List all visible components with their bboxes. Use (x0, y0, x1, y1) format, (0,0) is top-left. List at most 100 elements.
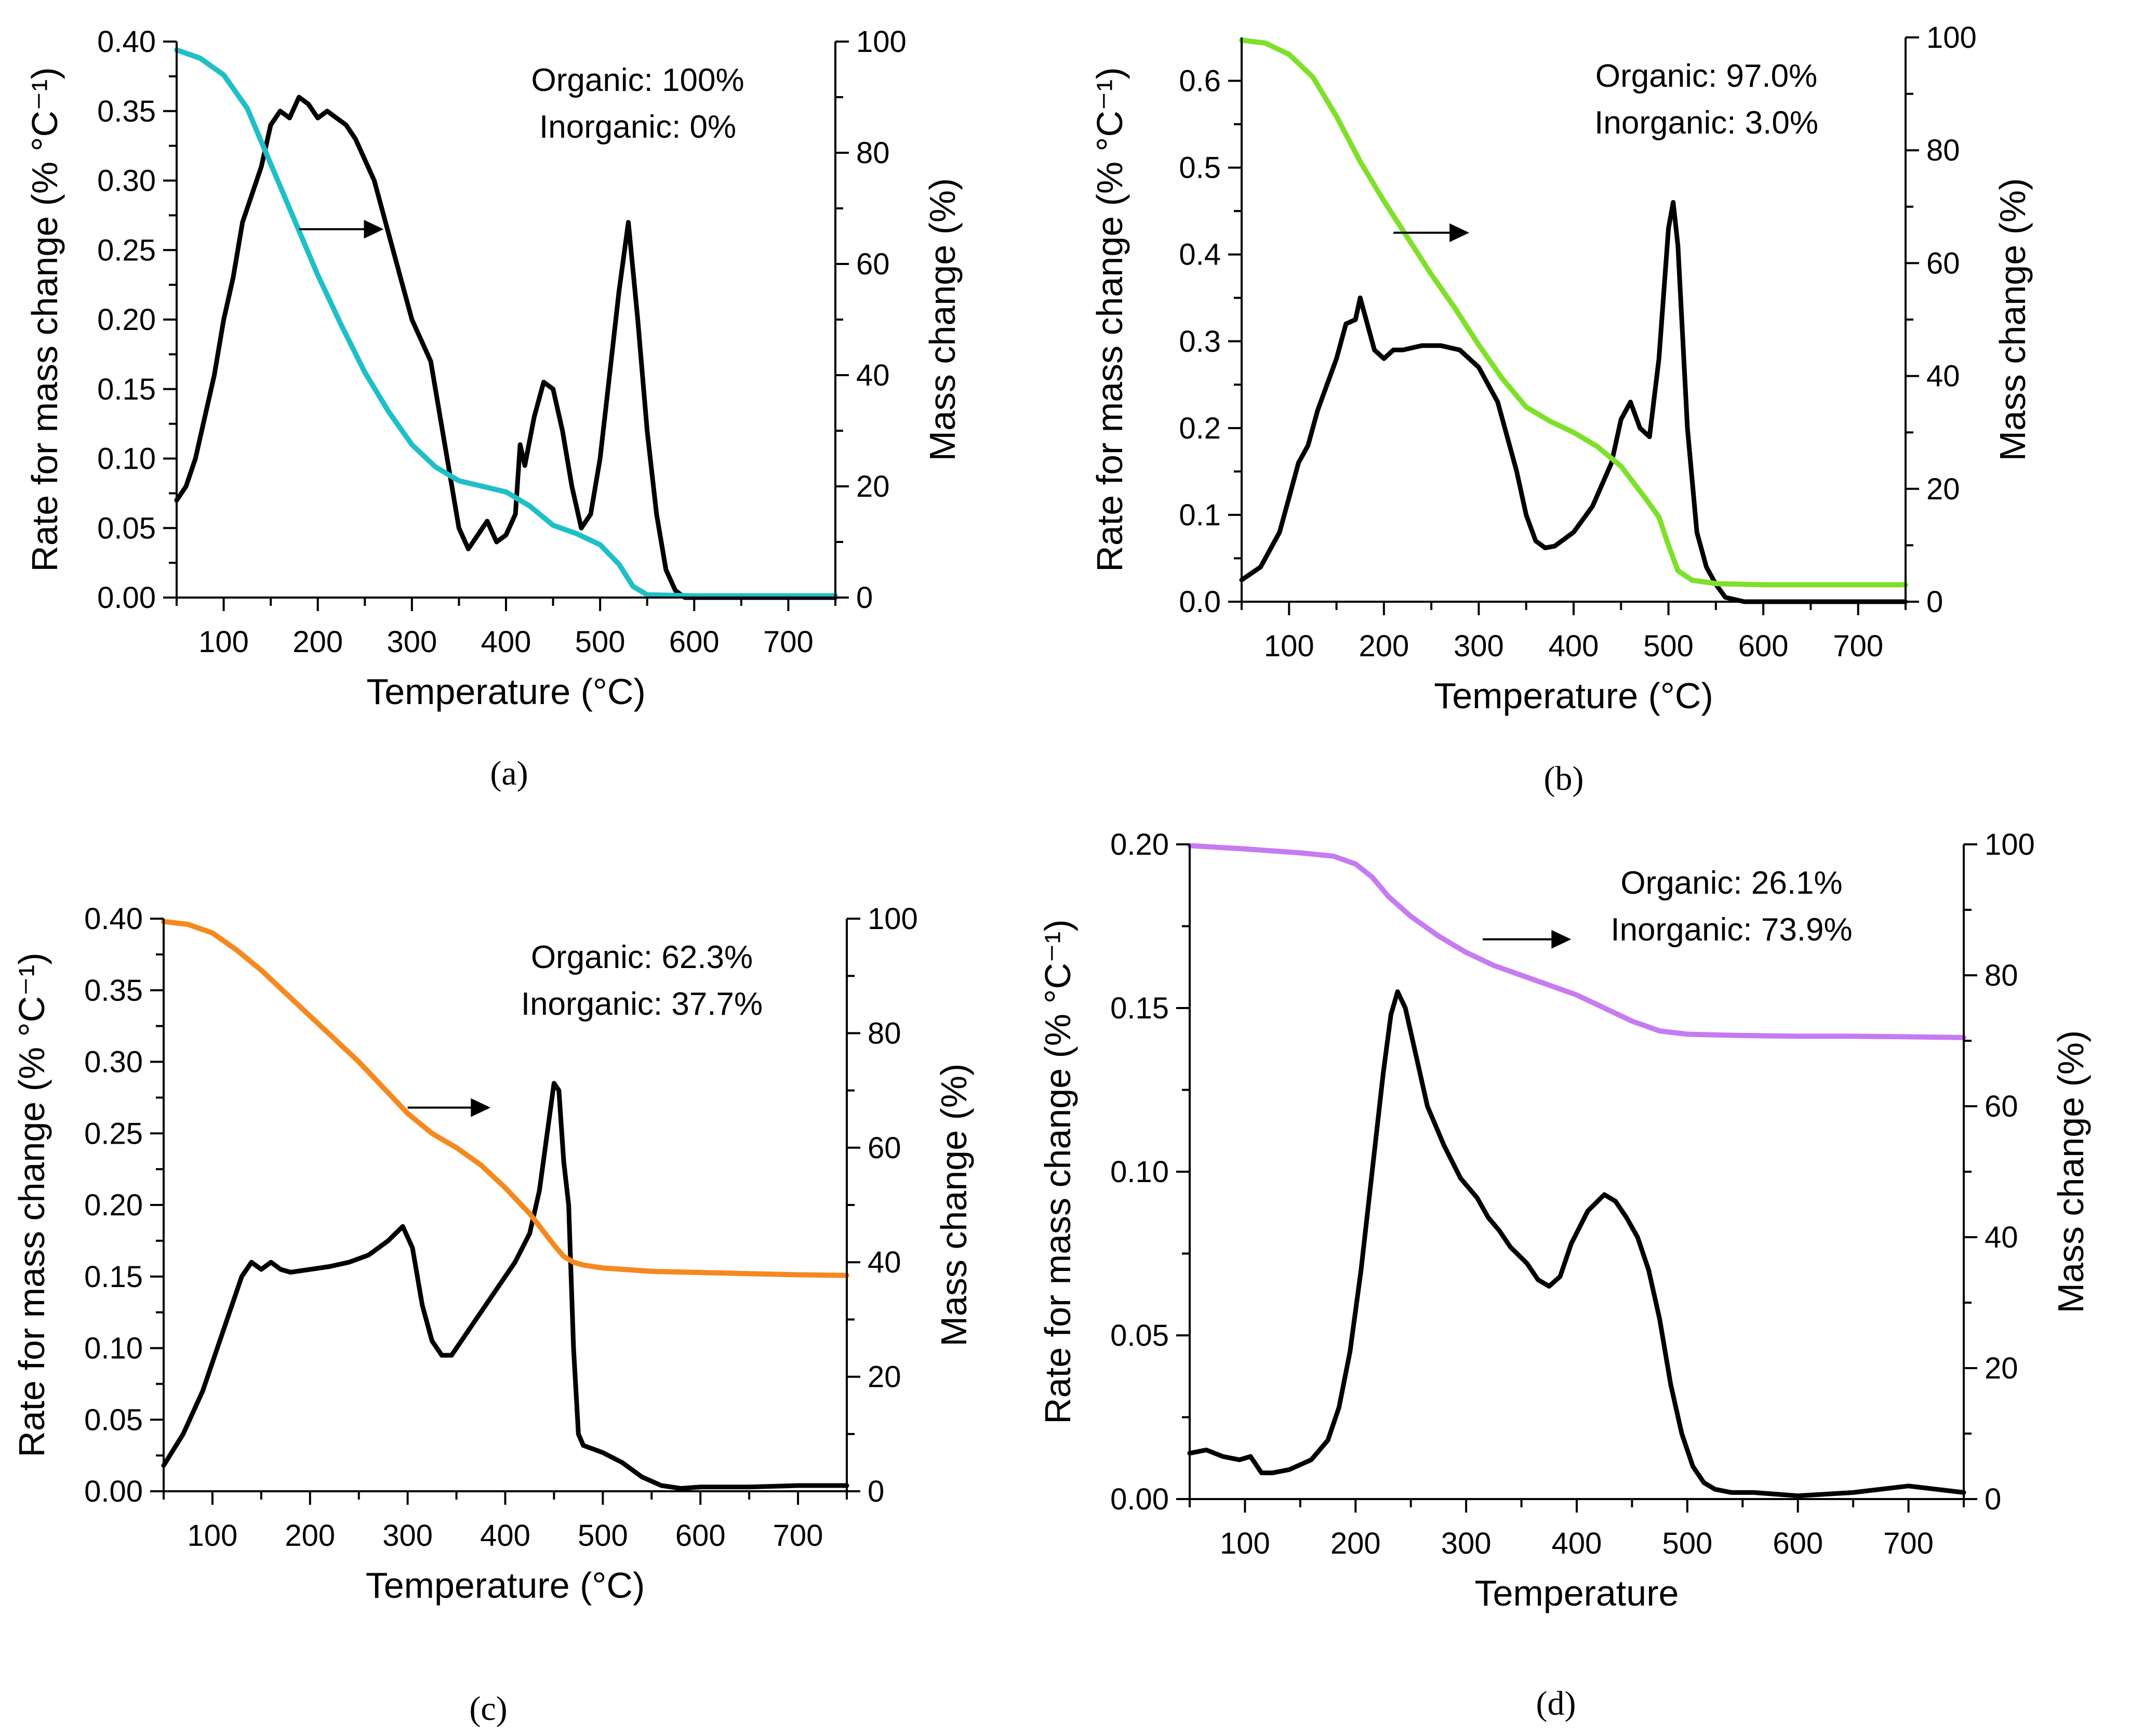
y-tick-label: 0.40 (97, 25, 156, 59)
y-tick-label: 0.4 (1179, 238, 1221, 272)
x-tick-label: 400 (1552, 1527, 1602, 1560)
x-axis-title: Temperature (1475, 1573, 1679, 1613)
chart-panel-c: 100 200 300 400 500 600 7000.000.050.100.150.2… (11, 902, 974, 1728)
y2-tick-label: 40 (868, 1245, 901, 1279)
mass-change-line (174, 47, 838, 599)
organic-annotation: Organic: 100% (531, 62, 744, 98)
y-tick-label: 0.5 (1179, 151, 1221, 185)
y-tick-label: 0.00 (97, 581, 156, 615)
y2-axis-title: Mass change (%) (2051, 1030, 2091, 1314)
chart-panel-b: 100 200 300 400 500 600 7000.00.10.20.30.40.50… (1089, 21, 2033, 798)
y2-tick-label: 40 (1985, 1221, 2018, 1254)
y-tick-label: 0.20 (97, 303, 156, 337)
x-tick-label: 200 (1359, 629, 1409, 663)
x-tick-label: 400 (1549, 629, 1599, 663)
y2-tick-label: 100 (856, 25, 907, 59)
x-tick-label: 700 (1883, 1527, 1934, 1560)
axis-arrow-head-icon (364, 220, 384, 239)
y-tick-label: 0.10 (1110, 1155, 1169, 1189)
y2-tick-label: 100 (1926, 21, 1977, 55)
y-tick-label: 0.05 (1110, 1319, 1169, 1353)
x-tick-label: 500 (578, 1519, 628, 1553)
y2-tick-label: 60 (868, 1131, 901, 1165)
y-tick-label: 0.00 (84, 1475, 143, 1508)
y2-tick-label: 40 (1926, 360, 1960, 393)
y2-tick-label: 80 (1985, 959, 2018, 992)
y2-tick-label: 20 (868, 1360, 901, 1394)
y2-tick-label: 60 (856, 247, 890, 281)
inorganic-annotation: Inorganic: 37.7% (521, 986, 763, 1022)
y-tick-label: 0.2 (1179, 412, 1221, 445)
x-axis-title: Temperature (°C) (366, 671, 646, 712)
chart-panel-a: 100 200 300 400 500 600 7000.000.050.100.150.2… (24, 25, 963, 792)
y-tick-label: 0.30 (84, 1045, 143, 1079)
x-tick-label: 200 (285, 1519, 335, 1553)
mass-change-line (1187, 843, 1966, 1040)
y2-tick-label: 0 (1985, 1482, 2001, 1516)
y-axis-title: Rate for mass change (% °C⁻¹) (1089, 67, 1130, 572)
y-tick-label: 0.0 (1179, 585, 1221, 619)
y-tick-label: 0.6 (1179, 64, 1221, 98)
y2-tick-label: 80 (856, 136, 890, 170)
y-tick-label: 0.1 (1179, 498, 1221, 532)
y-axis-title: Rate for mass change (% °C⁻¹) (24, 67, 65, 572)
x-tick-label: 700 (773, 1519, 823, 1553)
y2-tick-label: 0 (1926, 585, 1943, 619)
y2-tick-label: 100 (868, 902, 918, 936)
x-tick-label: 500 (575, 625, 625, 659)
y-tick-label: 0.05 (97, 511, 156, 545)
y-tick-label: 0.05 (84, 1403, 143, 1437)
x-tick-label: 400 (481, 625, 531, 659)
y-tick-label: 0.25 (97, 233, 156, 267)
axis-arrow-head-icon (1551, 930, 1572, 949)
y-tick-label: 0.25 (84, 1117, 143, 1150)
x-tick-label: 200 (1330, 1527, 1381, 1560)
x-tick-label: 400 (480, 1519, 530, 1553)
y-tick-label: 0.35 (84, 974, 143, 1008)
x-tick-label: 500 (1662, 1527, 1712, 1560)
x-tick-label: 100 (188, 1519, 238, 1553)
inorganic-annotation: Inorganic: 73.9% (1610, 912, 1852, 948)
y2-tick-label: 60 (1985, 1090, 2018, 1123)
rate-line (1239, 200, 1908, 604)
y-axis-title: Rate for mass change (% °C⁻¹) (1037, 919, 1078, 1424)
y2-axis-title: Mass change (%) (1992, 178, 2033, 461)
inorganic-annotation: Inorganic: 0% (539, 109, 736, 145)
x-tick-label: 700 (763, 625, 814, 659)
x-tick-label: 300 (382, 1519, 433, 1553)
y2-tick-label: 100 (1985, 828, 2035, 862)
mass-change-line (1239, 37, 1908, 588)
y-tick-label: 0.10 (84, 1332, 143, 1366)
y-tick-label: 0.3 (1179, 325, 1221, 359)
panel-label: (c) (469, 1690, 507, 1728)
y-tick-label: 0.15 (97, 373, 156, 406)
x-tick-label: 600 (675, 1519, 726, 1553)
y-tick-label: 0.20 (84, 1188, 143, 1222)
y-tick-label: 0.20 (1110, 828, 1169, 862)
panel-label: (d) (1536, 1685, 1576, 1722)
x-tick-label: 600 (1773, 1527, 1823, 1560)
y-tick-label: 0.35 (97, 95, 156, 128)
y2-tick-label: 0 (868, 1475, 884, 1508)
x-tick-label: 600 (1738, 629, 1789, 663)
panel-label: (b) (1544, 760, 1584, 798)
x-tick-label: 600 (669, 625, 720, 659)
y2-axis-title: Mass change (%) (934, 1064, 974, 1347)
axis-arrow-head-icon (471, 1098, 491, 1117)
x-axis-title: Temperature (°C) (366, 1565, 645, 1606)
axis-arrow-head-icon (1449, 223, 1470, 242)
y-tick-label: 0.15 (1110, 991, 1169, 1025)
rate-line (1187, 989, 1966, 1499)
y-tick-label: 0.00 (1110, 1482, 1169, 1516)
x-tick-label: 100 (198, 625, 249, 659)
x-tick-label: 100 (1220, 1527, 1270, 1560)
organic-annotation: Organic: 97.0% (1595, 58, 1817, 94)
y2-tick-label: 80 (1926, 134, 1960, 167)
x-tick-label: 500 (1643, 629, 1694, 663)
organic-annotation: Organic: 62.3% (531, 939, 753, 975)
mass-change-line (161, 919, 849, 1278)
y2-tick-label: 20 (1926, 472, 1960, 506)
y-tick-label: 0.15 (84, 1260, 143, 1294)
y-axis-title: Rate for mass change (% °C⁻¹) (11, 952, 52, 1457)
